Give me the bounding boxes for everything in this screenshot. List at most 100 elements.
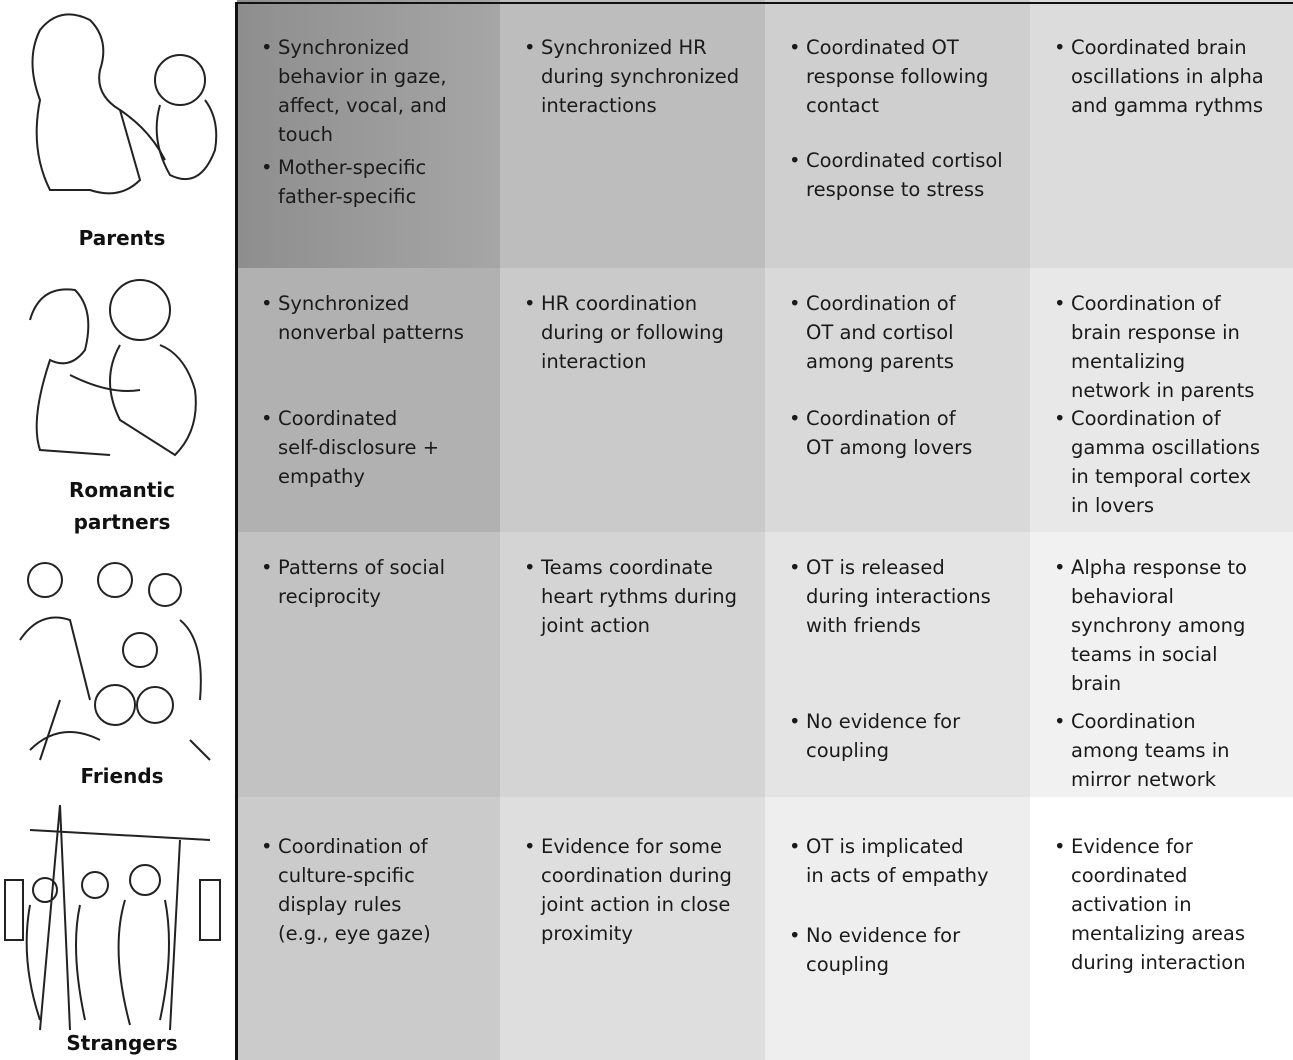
bullet-text: Mother-specific xyxy=(278,155,427,179)
bullet-dot: • xyxy=(261,406,273,430)
bullet-text: Alpha response to xyxy=(1071,555,1247,579)
parents-drawing xyxy=(31,13,218,195)
cell xyxy=(500,532,765,797)
bullet-dot: • xyxy=(524,35,536,59)
row-label: Parents xyxy=(78,226,166,250)
bullet-text: with friends xyxy=(806,613,921,637)
bullet-text: synchrony among xyxy=(1071,613,1246,637)
bullet-text: oscillations in alpha xyxy=(1071,64,1264,88)
bullet-text: father-specific xyxy=(278,184,417,208)
bullet-text: HR coordination xyxy=(541,291,698,315)
bullet-text: joint action xyxy=(541,613,650,637)
cell xyxy=(765,797,1030,1060)
bullet-dot: • xyxy=(1054,35,1066,59)
bullet-text: Coordination of xyxy=(806,291,956,315)
bullet-text: coupling xyxy=(806,952,889,976)
bullet-text: coordinated xyxy=(1071,863,1188,887)
bullet-dot: • xyxy=(1054,555,1066,579)
cell xyxy=(765,532,1030,797)
cell xyxy=(1030,268,1293,532)
cell xyxy=(237,268,500,532)
bullet-dot: • xyxy=(789,291,801,315)
bullet-text: proximity xyxy=(541,921,633,945)
bullet-text: OT among lovers xyxy=(806,435,973,459)
bullet-text: among parents xyxy=(806,349,954,373)
strangers-drawing xyxy=(4,804,221,1031)
bullet-text: and gamma rythms xyxy=(1071,93,1264,117)
bullet-dot: • xyxy=(789,555,801,579)
illustrations xyxy=(4,13,221,1031)
bullet-text: OT is implicated xyxy=(806,834,964,858)
bullet-text: brain response in xyxy=(1071,320,1240,344)
row-label: Friends xyxy=(80,764,164,788)
bullet-text: teams in social xyxy=(1071,642,1218,666)
bullet-text: Coordination of xyxy=(1071,406,1221,430)
bullet-text: Synchronized xyxy=(278,291,410,315)
bullet-text: behavior in gaze, xyxy=(278,64,447,88)
bullet-text: OT is released xyxy=(806,555,945,579)
bullet-text: response following xyxy=(806,64,989,88)
bullet-dot: • xyxy=(261,555,273,579)
bullet-text: mentalizing xyxy=(1071,349,1186,373)
bullet-dot: • xyxy=(524,291,536,315)
cell xyxy=(500,268,765,532)
friends-drawing xyxy=(19,562,211,761)
bullet-dot: • xyxy=(261,834,273,858)
cell xyxy=(237,532,500,797)
bullet-text: interaction xyxy=(541,349,647,373)
cell xyxy=(1030,797,1293,1060)
bullet-text: Coordination of xyxy=(1071,291,1221,315)
bullet-text: display rules xyxy=(278,892,402,916)
bullet-dot: • xyxy=(1054,406,1066,430)
bullet-text: Teams coordinate xyxy=(541,555,713,579)
romantic-drawing xyxy=(29,279,197,457)
bullet-dot: • xyxy=(524,834,536,858)
bullet-text: heart rythms during xyxy=(541,584,737,608)
bullet-dot: • xyxy=(261,35,273,59)
bullet-text: Coordinated xyxy=(278,406,398,430)
bullet-dot: • xyxy=(789,35,801,59)
bullet-text: during synchronized xyxy=(541,64,740,88)
bullet-text: Patterns of social xyxy=(278,555,446,579)
bullet-text: No evidence for xyxy=(806,709,961,733)
cell xyxy=(500,797,765,1060)
bullet-dot: • xyxy=(261,155,273,179)
bullet-dot: • xyxy=(1054,291,1066,315)
bullet-text: network in parents xyxy=(1071,378,1255,402)
bullet-text: culture-spcific xyxy=(278,863,415,887)
bullet-text: contact xyxy=(806,93,879,117)
bullet-text: reciprocity xyxy=(278,584,381,608)
bullet-text: No evidence for xyxy=(806,923,961,947)
bullet-text: among teams in xyxy=(1071,738,1230,762)
bullet-text: Synchronized HR xyxy=(541,35,707,59)
bullet-dot: • xyxy=(789,923,801,947)
top-border xyxy=(237,2,1293,4)
bullet-text: Synchronized xyxy=(278,35,410,59)
cell xyxy=(237,0,500,268)
left-border xyxy=(235,2,238,1060)
row-label: Romantic partners xyxy=(69,478,175,534)
bullet-text: joint action in close xyxy=(541,892,731,916)
bullet-text: coupling xyxy=(806,738,889,762)
bullet-text: in temporal cortex xyxy=(1071,464,1252,488)
bullet-text: activation in xyxy=(1071,892,1192,916)
bullet-text: during or following xyxy=(541,320,724,344)
bullet-text: mentalizing areas xyxy=(1071,921,1246,945)
bullet-dot: • xyxy=(261,291,273,315)
row-label: Strangers xyxy=(66,1031,178,1055)
bullet-dot: • xyxy=(789,406,801,430)
bullet-text: Evidence for some xyxy=(541,834,723,858)
bullet-text: OT and cortisol xyxy=(806,320,954,344)
bullet-dot: • xyxy=(524,555,536,579)
bullet-dot: • xyxy=(1054,709,1066,733)
bullet-text: Coordinated cortisol xyxy=(806,148,1003,172)
bullet-text: in lovers xyxy=(1071,493,1155,517)
bullet-text: Evidence for xyxy=(1071,834,1193,858)
bullet-text: empathy xyxy=(278,464,365,488)
bullet-text: brain xyxy=(1071,671,1122,695)
bullet-text: response to stress xyxy=(806,177,985,201)
bullet-text: Coordination xyxy=(1071,709,1196,733)
bullet-text: self-disclosure + xyxy=(278,435,440,459)
bullet-text: Coordinated OT xyxy=(806,35,959,59)
